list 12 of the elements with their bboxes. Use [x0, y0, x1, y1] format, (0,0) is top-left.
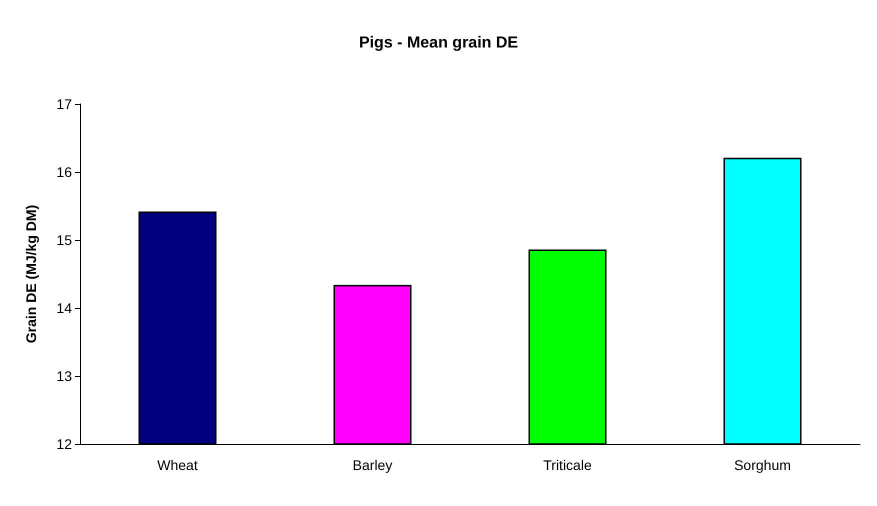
x-tick-label: Sorghum	[734, 457, 791, 473]
y-tick-label: 16	[56, 164, 72, 180]
chart-title: Pigs - Mean grain DE	[358, 34, 518, 52]
y-tick-label: 15	[56, 232, 72, 248]
y-tick-label: 14	[56, 300, 72, 316]
y-axis-title: Grain DE (MJ/kg DM)	[23, 204, 39, 344]
x-tick-label: Wheat	[157, 457, 198, 473]
y-tick-label: 17	[56, 96, 72, 112]
y-tick-label: 13	[56, 368, 72, 384]
x-tick-label: Barley	[352, 457, 392, 473]
y-tick-label: 12	[56, 436, 72, 452]
x-tick-label: Triticale	[543, 457, 592, 473]
